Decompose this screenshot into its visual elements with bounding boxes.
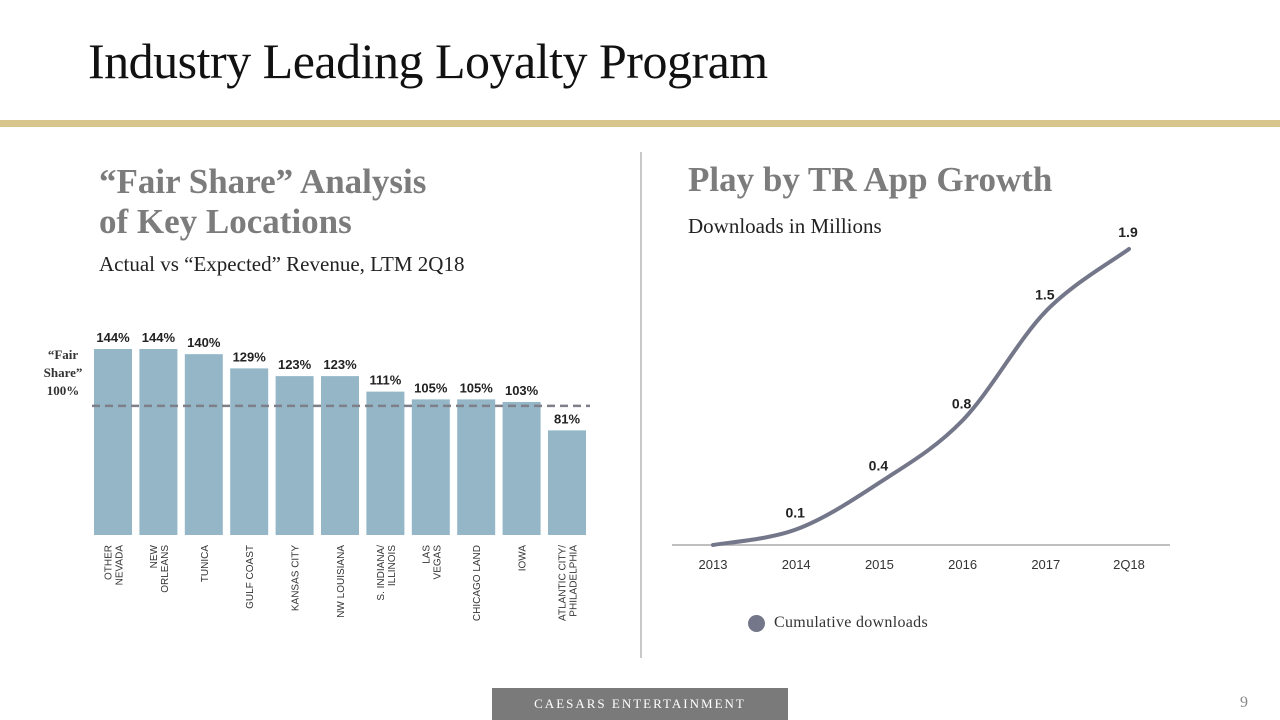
panel-divider [640, 152, 642, 658]
page-number: 9 [1240, 694, 1248, 711]
category-label-line: TUNICA [200, 545, 211, 583]
data-value-label: 0.8 [952, 395, 972, 411]
bar [139, 349, 178, 535]
legend-label: Cumulative downloads [774, 614, 928, 631]
bar [230, 368, 269, 535]
category-label: NEW ORLEANS [149, 544, 171, 592]
app-growth-heading: Play by TR App Growth [688, 160, 1053, 199]
category-label-line: ATLANTIC CITY/ [558, 545, 569, 621]
bar [502, 401, 541, 535]
category-label-line: KANSAS CITY [291, 545, 302, 611]
fair-share-bar-chart: 144% OTHER NEVADA 144% NEW ORLEANS 140% TUNICA 1… [92, 330, 590, 621]
fair-share-label-line1: “Fair [47, 347, 79, 362]
app-growth-line-chart: 2013 2014 0.1 2015 0.4 2016 0.8 2017 1.5 2Q18 1.9 [672, 224, 1170, 572]
bar-value-label: 81% [554, 411, 580, 426]
bar-value-label: 105% [414, 380, 448, 395]
category-label-line: LAS [421, 545, 432, 564]
category-label-line: VEGAS [432, 545, 443, 580]
category-label: CHICAGO LAND [472, 545, 483, 621]
x-tick-label: 2017 [1031, 557, 1060, 572]
app-growth-subtitle: Downloads in Millions [688, 214, 882, 238]
chart-legend: Cumulative downloads [748, 614, 928, 632]
category-label-line: NEW [149, 544, 160, 568]
bar-value-label: 144% [96, 330, 130, 345]
category-label: OTHER NEVADA [104, 545, 126, 586]
series-line-cumulative-downloads [711, 247, 1131, 547]
bar [366, 391, 405, 535]
category-label-line: OTHER [104, 545, 115, 580]
bar [321, 376, 359, 535]
bar [548, 430, 586, 535]
bar-value-label: 123% [278, 357, 312, 372]
category-label: IOWA [518, 545, 529, 572]
data-value-label: 0.1 [785, 504, 805, 520]
data-value-label: 0.4 [869, 458, 889, 474]
legend-marker [748, 614, 765, 632]
bar-value-label: 111% [369, 373, 401, 388]
category-label: KANSAS CITY [291, 545, 302, 611]
category-label-line: NW LOUISIANA [336, 545, 347, 618]
fair-share-heading-line1: “Fair Share” Analysis [99, 162, 427, 201]
x-tick-label: 2016 [948, 557, 977, 572]
footer-brand-bar: CAESARS ENTERTAINMENT [492, 688, 788, 720]
category-label-line: ORLEANS [160, 545, 171, 593]
x-tick-label: 2Q18 [1113, 557, 1145, 572]
category-label-line: NEVADA [115, 545, 126, 586]
category-label: ATLANTIC CITY/PHILADELPHIA [558, 545, 580, 621]
fair-share-label-line2: Share” [43, 365, 83, 380]
slide-title: Industry Leading Loyalty Program [88, 33, 768, 89]
x-tick-label: 2014 [782, 557, 811, 572]
x-tick-label: 2015 [865, 557, 894, 572]
category-label-line: ILLINOIS [387, 545, 398, 586]
bar [457, 399, 496, 535]
category-label: GULF COAST [245, 545, 256, 609]
fair-share-heading-line2: of Key Locations [99, 202, 352, 241]
category-label: S. INDIANA/ILLINOIS [376, 545, 398, 601]
bar-value-label: 129% [233, 349, 267, 364]
data-value-label: 1.5 [1035, 286, 1055, 302]
bar-value-label: 140% [187, 335, 221, 350]
fair-share-reference-label: “Fair Share” 100% [30, 346, 96, 400]
category-label-line: IOWA [518, 545, 529, 572]
bar [94, 349, 132, 535]
bar [184, 354, 223, 535]
x-tick-label: 2013 [699, 557, 728, 572]
title-accent-rule [0, 120, 1280, 127]
bar-value-label: 105% [460, 380, 494, 395]
bar-value-label: 103% [505, 383, 539, 398]
category-label-line: GULF COAST [245, 545, 256, 609]
data-value-label: 1.9 [1118, 224, 1138, 240]
bar [411, 399, 450, 535]
category-label-line: CHICAGO LAND [472, 545, 483, 621]
fair-share-heading: “Fair Share” Analysis of Key Locations [99, 162, 426, 242]
bar-value-label: 123% [323, 357, 357, 372]
category-label-line: PHILADELPHIA [569, 545, 580, 617]
category-label-line: S. INDIANA/ [376, 545, 387, 601]
fair-share-subtitle: Actual vs “Expected” Revenue, LTM 2Q18 [99, 252, 465, 276]
bar-value-label: 144% [142, 330, 176, 345]
category-label: LAS VEGAS [421, 545, 443, 580]
fair-share-label-line3: 100% [46, 383, 80, 398]
category-label: TUNICA [200, 545, 211, 583]
bar [275, 376, 314, 535]
category-label: NW LOUISIANA [336, 545, 347, 618]
